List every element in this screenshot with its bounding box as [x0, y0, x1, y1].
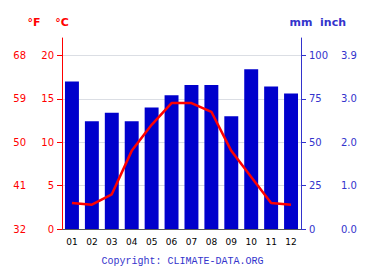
svg-text:68: 68 — [13, 50, 26, 61]
svg-text:59: 59 — [13, 93, 26, 104]
svg-text:10: 10 — [245, 237, 257, 247]
svg-text:10: 10 — [41, 137, 54, 148]
svg-text:32: 32 — [13, 224, 26, 235]
svg-text:11: 11 — [265, 237, 276, 247]
svg-text:20: 20 — [41, 50, 54, 61]
svg-text:50: 50 — [309, 137, 322, 148]
svg-text:1.0: 1.0 — [341, 180, 357, 191]
svg-text:2.0: 2.0 — [341, 137, 357, 148]
svg-text:09: 09 — [226, 237, 238, 247]
svg-text:5: 5 — [48, 180, 54, 191]
svg-text:°F: °F — [27, 16, 40, 29]
svg-text:0.0: 0.0 — [341, 224, 357, 235]
svg-text:41: 41 — [13, 180, 26, 191]
svg-text:07: 07 — [186, 237, 197, 247]
svg-text:04: 04 — [126, 237, 138, 247]
svg-text:08: 08 — [206, 237, 218, 247]
svg-text:06: 06 — [166, 237, 178, 247]
svg-text:12: 12 — [285, 237, 296, 247]
svg-text:mm: mm — [290, 16, 313, 29]
svg-text:15: 15 — [41, 93, 54, 104]
svg-text:05: 05 — [146, 237, 157, 247]
svg-text:03: 03 — [106, 237, 117, 247]
svg-text:0: 0 — [309, 224, 315, 235]
svg-text:02: 02 — [86, 237, 97, 247]
svg-text:75: 75 — [309, 93, 322, 104]
svg-text:0: 0 — [48, 224, 54, 235]
svg-text:3.9: 3.9 — [341, 50, 357, 61]
svg-text:°C: °C — [55, 16, 69, 29]
svg-text:50: 50 — [13, 137, 26, 148]
svg-text:100: 100 — [309, 50, 328, 61]
svg-text:inch: inch — [320, 16, 346, 29]
svg-text:01: 01 — [66, 237, 77, 247]
svg-text:3.0: 3.0 — [341, 93, 357, 104]
svg-text:Copyright: CLIMATE-DATA.ORG: Copyright: CLIMATE-DATA.ORG — [101, 256, 263, 267]
svg-text:25: 25 — [309, 180, 322, 191]
